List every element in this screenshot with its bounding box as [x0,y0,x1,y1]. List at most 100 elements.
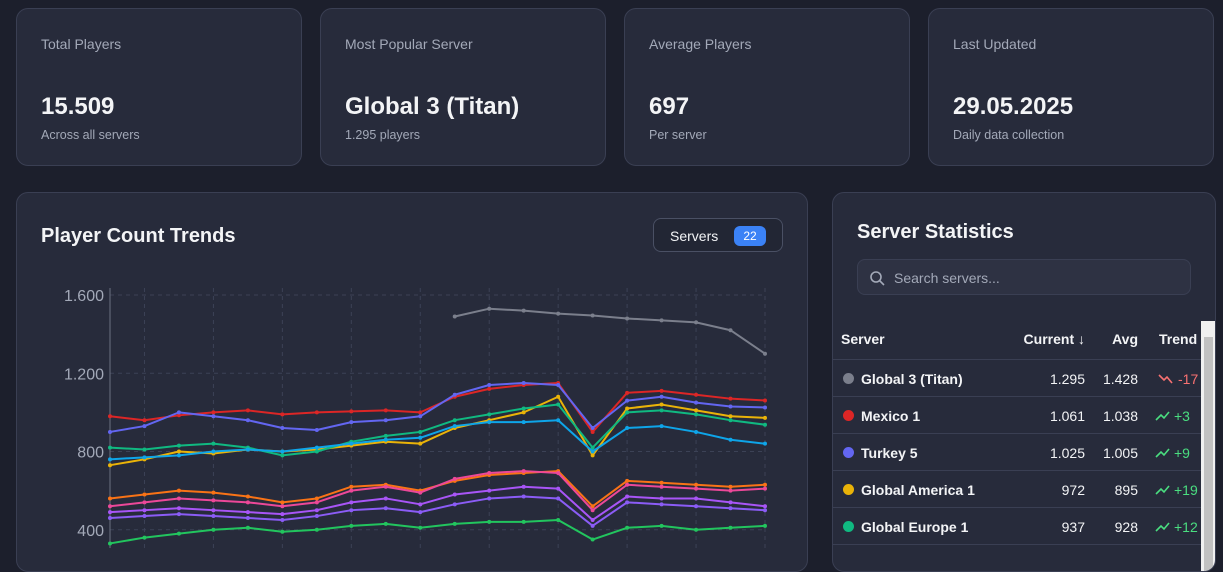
stats-title: Server Statistics [857,221,1014,243]
data-point [142,455,147,460]
column-header: Current ↓ [1023,331,1085,347]
data-point [590,537,595,542]
data-point [349,441,354,446]
data-point [521,484,526,489]
data-point [280,529,285,534]
data-point [521,420,526,425]
data-point [763,508,767,513]
data-point [383,506,388,511]
stat-note: Across all servers [41,128,140,142]
stat-label: Most Popular Server [345,36,473,52]
header-divider [833,359,1201,360]
data-point [763,523,767,528]
data-point [763,441,767,446]
y-tick-label: 400 [77,523,104,540]
data-point [694,412,699,417]
stat-note: Per server [649,128,707,142]
data-point [211,527,216,532]
data-point [590,429,595,434]
data-point [418,429,423,434]
trend-icon [1155,485,1170,495]
data-point [556,418,561,423]
data-point [521,406,526,411]
stat-label: Total Players [41,36,122,52]
series-line [109,495,766,527]
data-point [176,413,181,418]
search-box[interactable]: Search servers... [857,259,1191,295]
data-point [590,523,595,528]
data-point [176,449,181,454]
servers-button[interactable]: Servers 22 [653,218,783,252]
data-point [556,311,561,316]
data-point [625,426,630,431]
data-point [694,527,699,532]
data-point [487,471,492,476]
data-point [625,525,630,530]
data-point [694,504,699,509]
data-point [728,418,733,423]
data-point [211,490,216,495]
data-point [245,447,250,452]
data-point [487,420,492,425]
stat-note: 1.295 players [345,128,421,142]
data-point [245,510,250,515]
stat-value: Global 3 (Titan) [345,93,520,120]
series-line [109,395,766,467]
data-point [452,314,457,319]
stat-card: Total Players 15.509 Across all servers [16,8,302,166]
data-point [280,449,285,454]
avg-value: 1.038 [1102,408,1138,424]
data-point [314,500,319,505]
data-point [245,516,250,521]
data-point [418,410,423,415]
data-point [487,306,492,311]
data-point [142,508,147,513]
data-point [383,418,388,423]
stat-value: 15.509 [41,93,115,120]
chart-panel: Player Count Trends Servers 22 [16,192,808,572]
scrollbar [1201,321,1215,571]
data-point [521,519,526,524]
data-point [694,400,699,405]
series-line [109,382,766,433]
trend-icon [1155,448,1170,458]
data-point [487,519,492,524]
data-point [418,414,423,419]
data-point [728,525,733,530]
data-point [728,396,733,401]
data-point [280,412,285,417]
data-point [211,441,216,446]
page: {"stats": [ {"label": "Total Players", "… [16,8,1216,572]
series-line [109,485,766,521]
row-divider [833,396,1201,397]
server-dot [843,484,854,495]
data-point [142,418,147,423]
stat-label: Last Updated [953,36,1037,52]
data-point [556,382,561,387]
data-point [108,429,112,434]
avg-value: 1.005 [1102,445,1138,461]
data-point [176,410,181,415]
current-value: 1.025 [1049,445,1085,461]
data-point [176,496,181,501]
data-point [763,422,767,427]
data-point [418,490,423,495]
data-point [108,463,112,468]
data-point [142,447,147,452]
series-line [109,419,766,461]
data-point [108,414,112,419]
data-point [245,494,250,499]
server-name: Global Europe 1 [861,519,969,535]
data-point [108,510,112,515]
data-point [245,408,250,413]
stat-card: Average Players 697 Per server [624,8,910,166]
data-point [383,521,388,526]
data-point [211,410,216,415]
data-point [349,500,354,505]
row-divider [833,544,1201,545]
data-point [176,512,181,517]
data-point [142,500,147,505]
data-point [314,496,319,501]
trend-value: +3 [1174,408,1190,424]
data-point [108,504,112,509]
